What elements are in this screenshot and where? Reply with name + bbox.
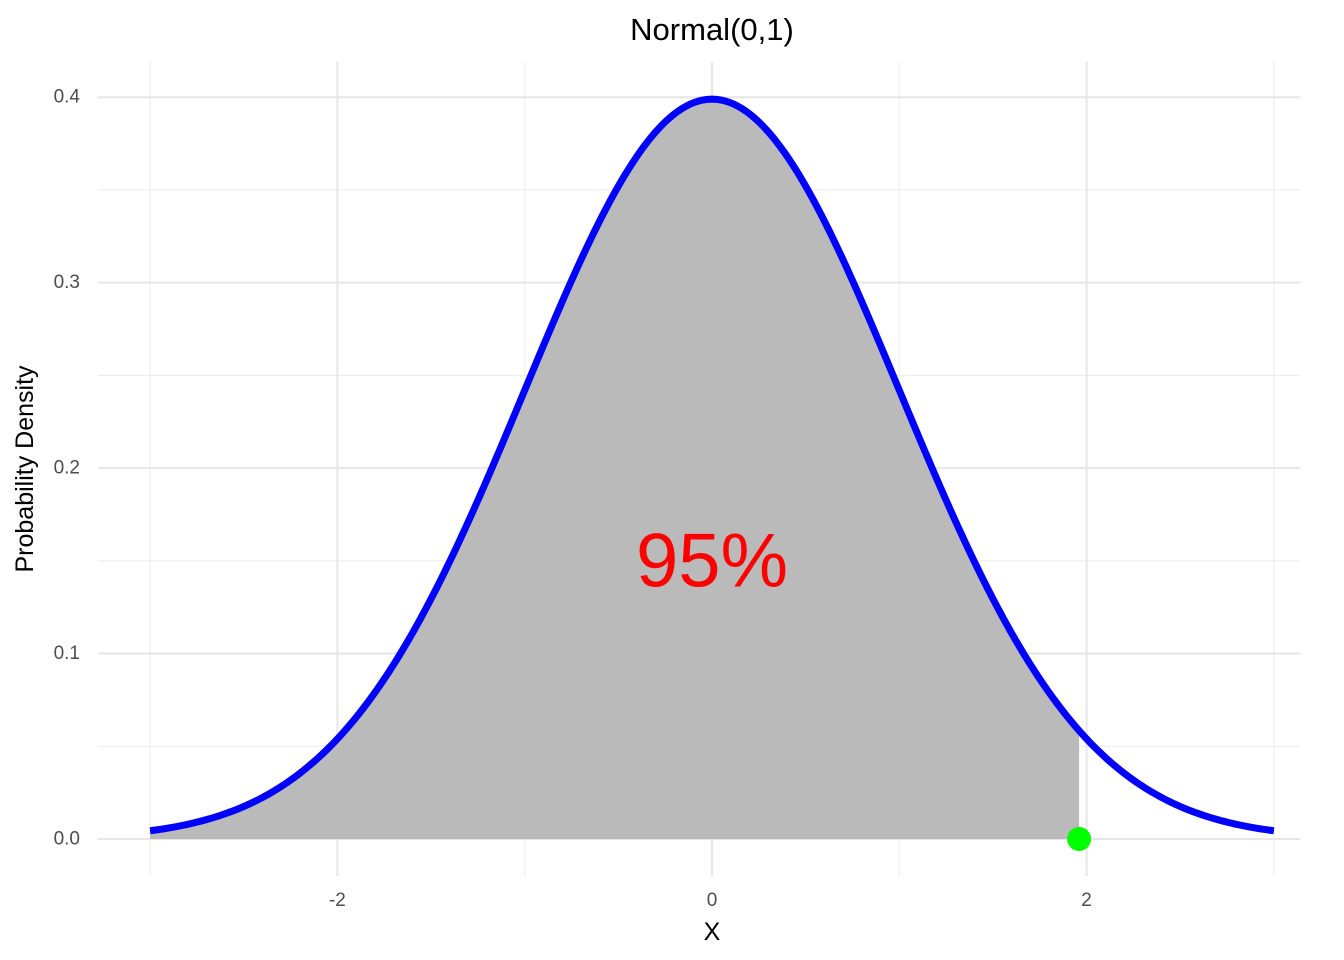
- y-tick-label: 0.2: [54, 458, 80, 479]
- y-tick-label: 0.3: [54, 272, 80, 293]
- shaded-area-95-percent: [150, 99, 1080, 840]
- x-axis-label: X: [704, 918, 721, 946]
- y-tick-label: 0.4: [54, 87, 81, 108]
- density-curve: [149, 95, 1275, 835]
- x-tick-labels: -2 0 2: [329, 890, 1092, 911]
- y-axis-label: Probability Density: [11, 365, 39, 573]
- y-tick-labels: 0.0 0.1 0.2 0.3 0.4: [54, 87, 81, 850]
- chart-title: Normal(0,1): [630, 12, 794, 47]
- x-tick-label: 2: [1081, 890, 1092, 911]
- critical-value-point: [1067, 827, 1092, 851]
- y-tick-label: 0.0: [54, 829, 80, 850]
- y-tick-label: 0.1: [54, 643, 80, 664]
- x-tick-label: 0: [707, 890, 718, 911]
- x-tick-label: -2: [329, 890, 346, 911]
- percent-annotation: 95%: [636, 518, 788, 603]
